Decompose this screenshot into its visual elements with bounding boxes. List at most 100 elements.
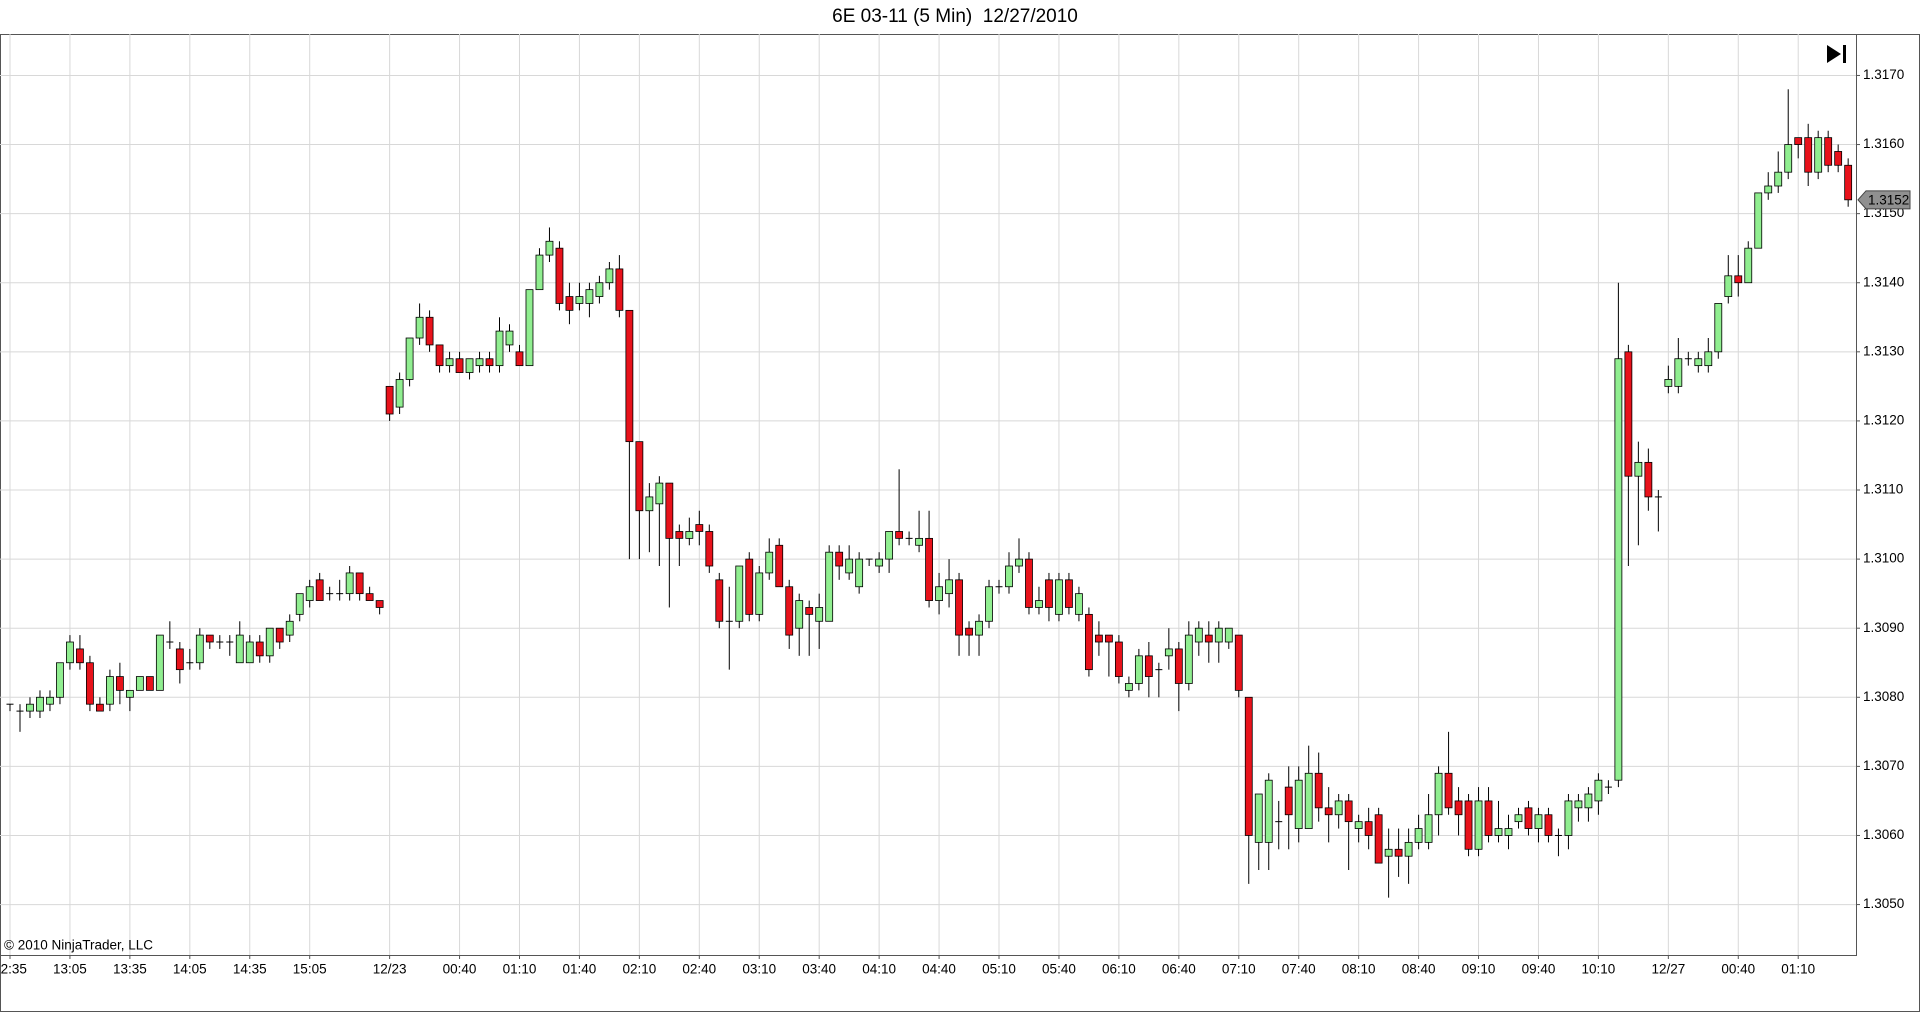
last-price-label: 1.3152 (1868, 192, 1909, 207)
candle-body (96, 703, 104, 712)
candle-body (745, 558, 754, 615)
y-tick-label: 1.3070 (1863, 758, 1904, 773)
candle-body (1075, 593, 1083, 615)
x-tick-label: 12:35 (0, 962, 27, 977)
x-tick-label: 02:40 (682, 962, 716, 977)
x-tick-label: 12/27 (1651, 962, 1685, 977)
candle-body (26, 703, 34, 712)
candle-body (815, 607, 824, 622)
candle-body (385, 385, 394, 415)
candle-body (1814, 137, 1823, 173)
candle-body (355, 572, 364, 595)
candle-body (1514, 814, 1523, 823)
candle-body (1714, 303, 1723, 353)
candle-body (46, 696, 54, 705)
scroll-to-end-button[interactable] (1827, 45, 1846, 63)
x-tick-label: 08:40 (1402, 962, 1436, 977)
candle-body (835, 551, 844, 567)
candle-body (785, 586, 794, 636)
y-tick-label: 1.3120 (1863, 412, 1904, 427)
candle-body (765, 551, 774, 574)
candle-body (1454, 800, 1463, 816)
candle-body (1354, 821, 1363, 829)
candle-body (695, 524, 704, 532)
candle-body (665, 482, 674, 539)
x-tick-label: 07:40 (1282, 962, 1316, 977)
candle-body (1524, 807, 1533, 829)
y-tick-label: 1.3050 (1863, 896, 1904, 911)
y-tick-label: 1.3160 (1863, 136, 1904, 151)
candle-body (1055, 579, 1063, 615)
candle-body (255, 641, 264, 657)
scroll-bar[interactable] (1843, 45, 1846, 63)
axis-labels: 1.3050 1.3060 1.3070 1.3080 1.3090 1.3100 1.31… (0, 67, 1911, 977)
candle-body (1544, 814, 1553, 836)
y-tick-label: 1.3110 (1863, 482, 1903, 497)
candle-body (345, 572, 354, 595)
candle-body (265, 627, 274, 657)
candle-body (925, 537, 933, 601)
candle-body (1504, 828, 1513, 836)
candle-body (66, 641, 74, 664)
candle-body (615, 268, 624, 311)
y-tick-label: 1.3140 (1863, 274, 1904, 289)
x-tick-label: 10:10 (1582, 962, 1616, 977)
candle-body (895, 531, 904, 539)
candle-body (905, 537, 913, 539)
x-tick-label: 04:40 (922, 962, 956, 977)
y-tick-label: 1.3090 (1863, 620, 1904, 635)
candle-body (1095, 634, 1103, 643)
candle-body (1554, 834, 1562, 836)
candle-body (1025, 558, 1033, 608)
candle-body (655, 482, 664, 505)
scroll-arrow[interactable] (1827, 45, 1841, 63)
candle-body (1784, 144, 1793, 173)
x-tick-label: 03:10 (742, 962, 776, 977)
x-tick-label: 13:05 (53, 962, 87, 977)
x-tick-label: 04:10 (862, 962, 896, 977)
candle-body (1484, 800, 1493, 836)
candle-body (455, 358, 464, 373)
candle-body (106, 676, 114, 705)
candle-body (336, 593, 344, 595)
candle-body (1105, 634, 1113, 643)
candle-body (1155, 669, 1163, 671)
candle-body (226, 641, 234, 643)
candle-body (16, 710, 24, 712)
candle-body (595, 282, 604, 297)
candle-body (1214, 627, 1223, 643)
candle-body (365, 593, 374, 601)
candle-body (1654, 496, 1662, 498)
candle-body (1314, 772, 1323, 809)
candle-body (635, 441, 644, 512)
candle-body (216, 641, 224, 643)
candle-body (1834, 151, 1843, 166)
candle-body (1494, 828, 1503, 836)
candle-body (1015, 558, 1023, 567)
candle-body (305, 586, 314, 601)
candle-body (195, 634, 204, 664)
candle-body (1804, 137, 1813, 173)
x-tick-label: 01:10 (1781, 962, 1815, 977)
candle-body (1364, 821, 1373, 836)
candle-body (1124, 683, 1133, 691)
candle-body (1005, 565, 1013, 588)
candle-body (935, 586, 943, 601)
candle-body (585, 289, 594, 304)
candle-body (1324, 807, 1333, 816)
candle-body (845, 558, 854, 574)
candle-body (495, 330, 504, 367)
candle-body (575, 296, 584, 304)
candle-body (405, 337, 414, 380)
candle-body (1694, 358, 1703, 367)
candle-body (186, 662, 194, 664)
x-tick-label: 00:40 (443, 962, 477, 977)
x-tick-label: 14:05 (173, 962, 207, 977)
candle-body (645, 496, 654, 512)
candle-body (1184, 634, 1193, 684)
candle-body (555, 247, 564, 304)
candle-body (1275, 821, 1283, 823)
